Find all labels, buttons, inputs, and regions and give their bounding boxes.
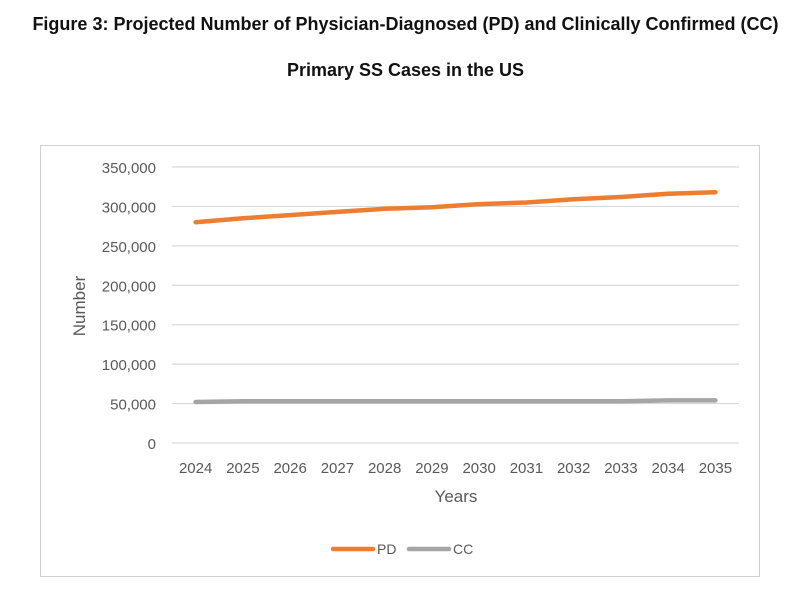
x-tick-label: 2029 [415,460,448,477]
figure-title-line2: Primary SS Cases in the US [286,60,525,80]
series-lines [193,189,718,405]
x-tick-label: 2025 [226,460,259,477]
x-tick-label: 2033 [604,460,637,477]
figure-title-line1: Figure 3: Projected Number of Physician-… [32,14,779,34]
legend: PD CC [330,541,473,557]
y-tick-label: 350,000 [102,160,156,177]
y-tick-label: 0 [148,436,156,453]
y-tick-label: 300,000 [102,199,156,216]
x-tick-label: 2028 [368,460,401,477]
x-tick-label: 2031 [510,460,543,477]
x-tick-label: 2026 [273,460,306,477]
x-tick-label: 2034 [651,460,684,477]
y-tick-label: 250,000 [102,239,156,256]
chart-area: 0 50,000 100,000 150,000 200,000 250,000 300,0… [40,145,760,577]
y-tick-label: 200,000 [102,278,156,295]
x-tick-label: 2027 [321,460,354,477]
y-axis-label: Number [70,275,89,336]
gridlines [172,166,739,444]
x-tick-label: 2032 [557,460,590,477]
y-tick-label: 100,000 [102,357,156,374]
x-tick-label: 2030 [462,460,495,477]
y-tick-label: 150,000 [102,318,156,335]
x-tick-labels: 2024 2025 2026 2027 2028 2029 2030 2031 2032 2033… [179,460,732,477]
x-tick-label: 2035 [699,460,732,477]
x-tick-label: 2024 [179,460,212,477]
y-tick-labels: 0 50,000 100,000 150,000 200,000 250,000 300,0… [102,160,156,453]
series-line-pd [193,189,718,225]
series-line-cc [193,398,718,405]
y-tick-label: 50,000 [110,397,156,414]
legend-label-cc: CC [453,541,473,557]
x-axis-label: Years [435,487,478,506]
legend-label-pd: PD [377,541,396,557]
line-chart: 0 50,000 100,000 150,000 200,000 250,000 300,0… [70,160,739,557]
